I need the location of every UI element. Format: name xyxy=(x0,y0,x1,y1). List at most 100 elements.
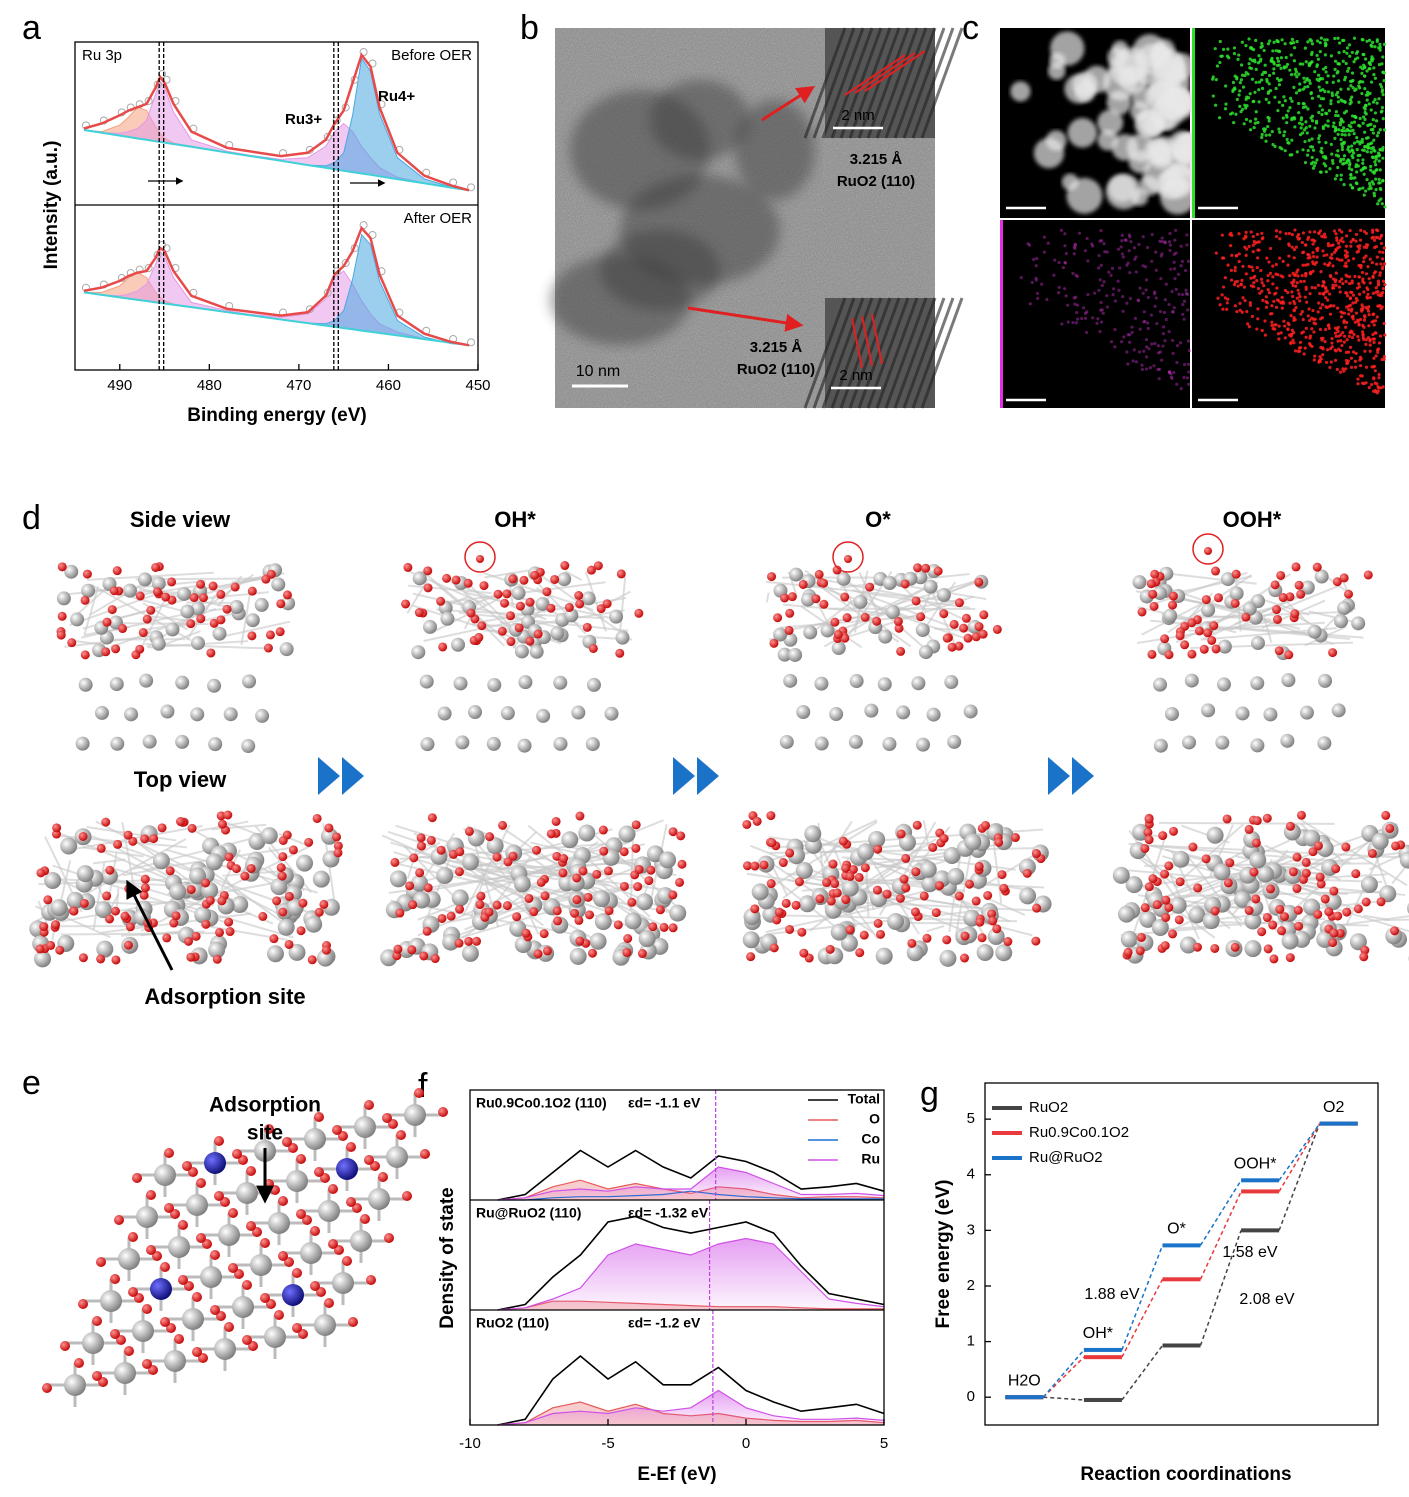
signal-dot xyxy=(1376,281,1381,286)
signal-dot xyxy=(1179,264,1183,268)
lattice-fringe xyxy=(884,297,928,409)
signal-dot xyxy=(1099,228,1103,233)
signal-dot xyxy=(1313,70,1317,74)
signal-dot xyxy=(1373,160,1377,164)
signal-dot xyxy=(1373,369,1377,373)
atom xyxy=(1169,896,1187,914)
atom xyxy=(296,1154,306,1164)
atom xyxy=(304,1128,326,1150)
atom xyxy=(1180,640,1190,650)
atom xyxy=(169,883,187,901)
data-point xyxy=(467,338,476,347)
signal-dot xyxy=(1369,122,1373,126)
atom xyxy=(1199,644,1209,654)
signal-dot xyxy=(1383,205,1387,209)
bond xyxy=(1131,843,1409,859)
atom xyxy=(676,831,686,841)
atom xyxy=(517,738,532,753)
atom xyxy=(34,950,52,968)
signal-dot xyxy=(1364,112,1368,116)
signal-dot xyxy=(1186,362,1191,366)
signal-dot xyxy=(1240,73,1245,77)
signal-dot xyxy=(1304,263,1308,267)
signal-dot xyxy=(1351,301,1355,305)
atom xyxy=(557,572,572,587)
y-tick-label: 3 xyxy=(967,1221,975,1238)
signal-dot xyxy=(1132,246,1137,250)
signal-dot xyxy=(1128,296,1133,301)
atom xyxy=(342,1256,352,1266)
atom xyxy=(778,858,788,868)
signal-dot xyxy=(1128,235,1132,239)
lattice-fringe xyxy=(821,297,865,409)
atom xyxy=(1160,869,1170,879)
atom xyxy=(1353,904,1363,914)
bond xyxy=(861,845,920,935)
atom xyxy=(978,629,988,639)
bond xyxy=(1158,821,1335,825)
signal-dot xyxy=(1373,270,1378,274)
atom xyxy=(209,618,219,628)
atom xyxy=(529,644,544,659)
signal-dot xyxy=(1330,91,1334,95)
signal-dot xyxy=(1246,322,1250,326)
atom xyxy=(419,951,429,961)
signal-dot xyxy=(1380,202,1384,206)
signal-dot xyxy=(1333,36,1337,41)
atom xyxy=(42,1383,52,1393)
signal-dot xyxy=(1278,256,1282,260)
atom xyxy=(464,826,474,836)
signal-dot xyxy=(1258,291,1262,295)
signal-dot xyxy=(1175,360,1179,365)
signal-dot xyxy=(1254,80,1258,84)
signal-dot xyxy=(1382,246,1386,250)
signal-dot xyxy=(1347,43,1352,47)
atom xyxy=(268,1212,290,1234)
atom xyxy=(186,1194,208,1216)
signal-dot xyxy=(1091,244,1095,248)
atom xyxy=(594,913,612,931)
atom xyxy=(1300,580,1315,595)
connector xyxy=(1043,1396,1084,1401)
atom xyxy=(882,889,892,899)
signal-dot xyxy=(1223,276,1227,280)
atom xyxy=(74,1358,84,1368)
atom xyxy=(245,613,260,628)
signal-dot xyxy=(1318,49,1322,54)
signal-dot xyxy=(1362,256,1366,260)
atom xyxy=(1207,635,1217,645)
signal-dot xyxy=(1276,108,1280,113)
atom xyxy=(1318,673,1333,688)
signal-dot xyxy=(1305,131,1309,135)
signal-dot xyxy=(1268,133,1272,137)
signal-dot xyxy=(1178,341,1183,345)
atom xyxy=(799,948,809,958)
signal-dot xyxy=(1347,307,1351,312)
signal-dot xyxy=(1244,117,1249,122)
atom xyxy=(232,1296,254,1318)
plot-frame xyxy=(984,1082,1379,1426)
atom xyxy=(368,1188,390,1210)
signal-dot xyxy=(1379,241,1384,246)
view-title: Side view xyxy=(130,507,231,532)
atom xyxy=(52,823,62,833)
signal-dot xyxy=(1292,46,1297,50)
signal-dot xyxy=(1352,36,1357,40)
atom xyxy=(479,581,489,591)
atom xyxy=(1022,868,1032,878)
signal-dot xyxy=(1275,77,1280,81)
signal-dot xyxy=(1336,165,1340,170)
bond xyxy=(408,584,492,595)
atom xyxy=(416,833,426,843)
signal-dot xyxy=(1150,342,1154,346)
atom xyxy=(638,930,656,948)
signal-dot xyxy=(1292,299,1296,304)
signal-dot xyxy=(1295,281,1299,285)
signal-dot xyxy=(1234,112,1238,116)
signal-dot xyxy=(1366,292,1370,296)
atom xyxy=(142,1359,152,1369)
step-arrow xyxy=(1048,757,1070,795)
signal-dot xyxy=(1134,360,1138,364)
atom xyxy=(1337,601,1352,616)
signal-dot xyxy=(1214,251,1218,255)
